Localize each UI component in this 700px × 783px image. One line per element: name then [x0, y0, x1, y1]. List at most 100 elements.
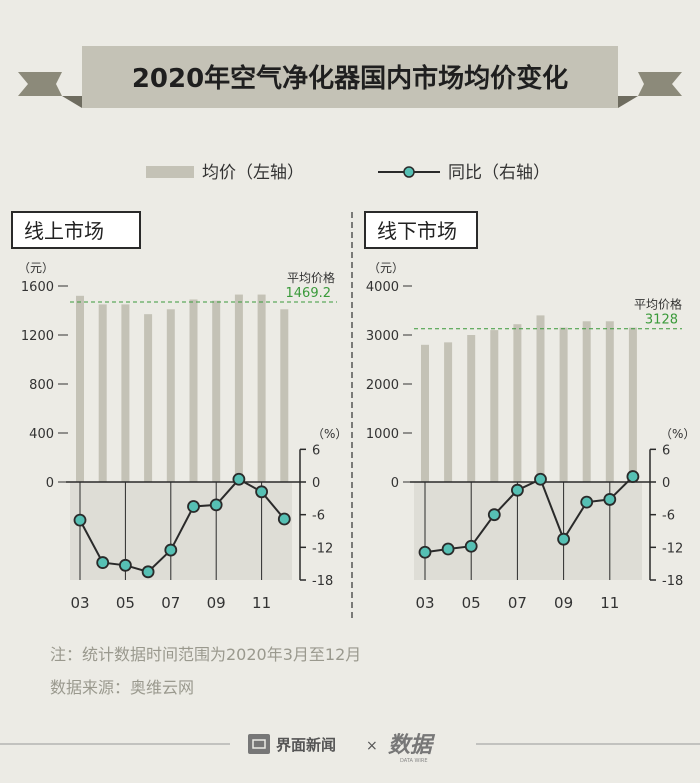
x-tick-label: 09 — [207, 594, 226, 612]
bar-07 — [513, 324, 522, 482]
yoy-point-11 — [603, 493, 617, 506]
yoy-point-12 — [626, 470, 640, 483]
x-tick-label: 11 — [252, 594, 271, 612]
legend-bar-label: 均价（左轴） — [202, 163, 304, 183]
bar-09 — [212, 300, 221, 482]
right-tick-label: -12 — [662, 541, 683, 556]
x-tick-label: 09 — [554, 594, 573, 612]
yoy-line — [79, 478, 286, 573]
bar-06 — [144, 314, 153, 482]
note-source: 数据来源：奥维云网 — [50, 678, 194, 697]
left-tick-label: 3000 — [366, 329, 399, 344]
yoy-point-10 — [580, 495, 594, 509]
note-time-range: 注：统计数据时间范围为2020年3月至12月 — [50, 645, 361, 664]
left-tick-label: 0 — [391, 476, 399, 491]
yoy-point-05 — [119, 558, 132, 572]
panel-title: 线上市场 — [24, 219, 104, 243]
left-axis-unit: （元） — [368, 261, 404, 275]
average-value: 1469.2 — [286, 286, 332, 301]
yoy-point-07 — [511, 483, 524, 497]
x-tick-label: 03 — [415, 594, 434, 612]
x-tick-label: 07 — [161, 594, 180, 612]
panel-title-box — [11, 211, 141, 249]
brand-logo-icon — [248, 734, 270, 754]
right-tick-label: -18 — [662, 574, 683, 589]
panel-title-box — [364, 211, 478, 249]
right-tick-label: 0 — [312, 476, 320, 491]
x-tick-label: 03 — [70, 594, 89, 612]
right-tick-label: -18 — [312, 574, 333, 589]
yoy-point-06 — [141, 565, 155, 579]
bar-08 — [189, 299, 198, 482]
yoy-point-09 — [557, 532, 570, 546]
bar-04 — [98, 304, 107, 482]
bar-10 — [582, 321, 591, 482]
left-tick-label: 400 — [29, 427, 54, 442]
right-tick-label: -6 — [662, 509, 675, 524]
x-tick-label: 11 — [600, 594, 619, 612]
yoy-point-11 — [255, 485, 269, 499]
bar-05 — [467, 335, 476, 482]
yoy-point-10 — [232, 472, 246, 486]
average-label: 平均价格 — [287, 270, 335, 285]
right-tick-label: 6 — [312, 443, 320, 458]
footer-brand2-logo: 数据 — [388, 733, 436, 758]
yoy-line — [424, 475, 634, 554]
left-axis-unit: （元） — [18, 261, 54, 275]
yoy-point-06 — [487, 508, 501, 522]
bar-08 — [536, 315, 545, 482]
left-tick-label: 0 — [46, 476, 54, 491]
average-value: 3128 — [645, 313, 678, 328]
yoy-point-09 — [209, 498, 223, 512]
bar-12 — [280, 309, 289, 482]
bar-06 — [490, 330, 499, 482]
right-axis-unit: （%） — [660, 427, 695, 441]
bar-03 — [76, 295, 84, 482]
bar-03 — [421, 344, 429, 482]
yoy-point-12 — [277, 512, 291, 526]
footer-separator: × — [366, 738, 378, 754]
left-tick-label: 1000 — [366, 427, 399, 442]
footer: 界面新闻 × 数据 DATA WIRE — [0, 733, 700, 764]
legend-marker-swatch — [403, 166, 415, 178]
bar-12 — [628, 327, 637, 482]
right-tick-label: 6 — [662, 443, 670, 458]
bar-09 — [559, 327, 568, 482]
bar-04 — [444, 342, 453, 482]
chart-title: 2020年空气净化器国内市场均价变化 — [132, 63, 568, 94]
bar-07 — [166, 309, 175, 482]
legend: 均价（左轴） 同比（右轴） — [146, 163, 550, 183]
right-axis-unit: （%） — [312, 427, 347, 441]
legend-line-label: 同比（右轴） — [448, 163, 550, 183]
left-tick-label: 4000 — [366, 280, 399, 295]
yoy-point-07 — [164, 543, 178, 557]
x-tick-label: 05 — [116, 594, 135, 612]
right-tick-label: -6 — [312, 509, 325, 524]
yoy-point-03 — [73, 513, 87, 527]
right-tick-label: -12 — [312, 541, 333, 556]
title-banner: 2020年空气净化器国内市场均价变化 — [18, 46, 682, 108]
left-tick-label: 1200 — [21, 329, 54, 344]
panel-title: 线下市场 — [377, 219, 457, 243]
left-tick-label: 2000 — [366, 378, 399, 393]
bar-11 — [605, 321, 614, 482]
x-tick-label: 07 — [508, 594, 527, 612]
bar-11 — [257, 294, 266, 482]
legend-bar-swatch — [146, 166, 194, 178]
bar-05 — [121, 304, 130, 482]
left-tick-label: 800 — [29, 378, 54, 393]
right-tick-label: 0 — [662, 476, 670, 491]
x-tick-label: 05 — [462, 594, 481, 612]
yoy-point-04 — [441, 542, 455, 556]
yoy-point-08 — [534, 472, 547, 486]
yoy-point-04 — [96, 556, 110, 569]
footer-brand: 界面新闻 — [276, 736, 336, 754]
footer-brand2-sub: DATA WIRE — [400, 758, 428, 764]
bar-10 — [234, 294, 243, 482]
yoy-point-03 — [418, 545, 432, 559]
yoy-point-05 — [464, 539, 478, 553]
left-tick-label: 1600 — [21, 280, 54, 295]
